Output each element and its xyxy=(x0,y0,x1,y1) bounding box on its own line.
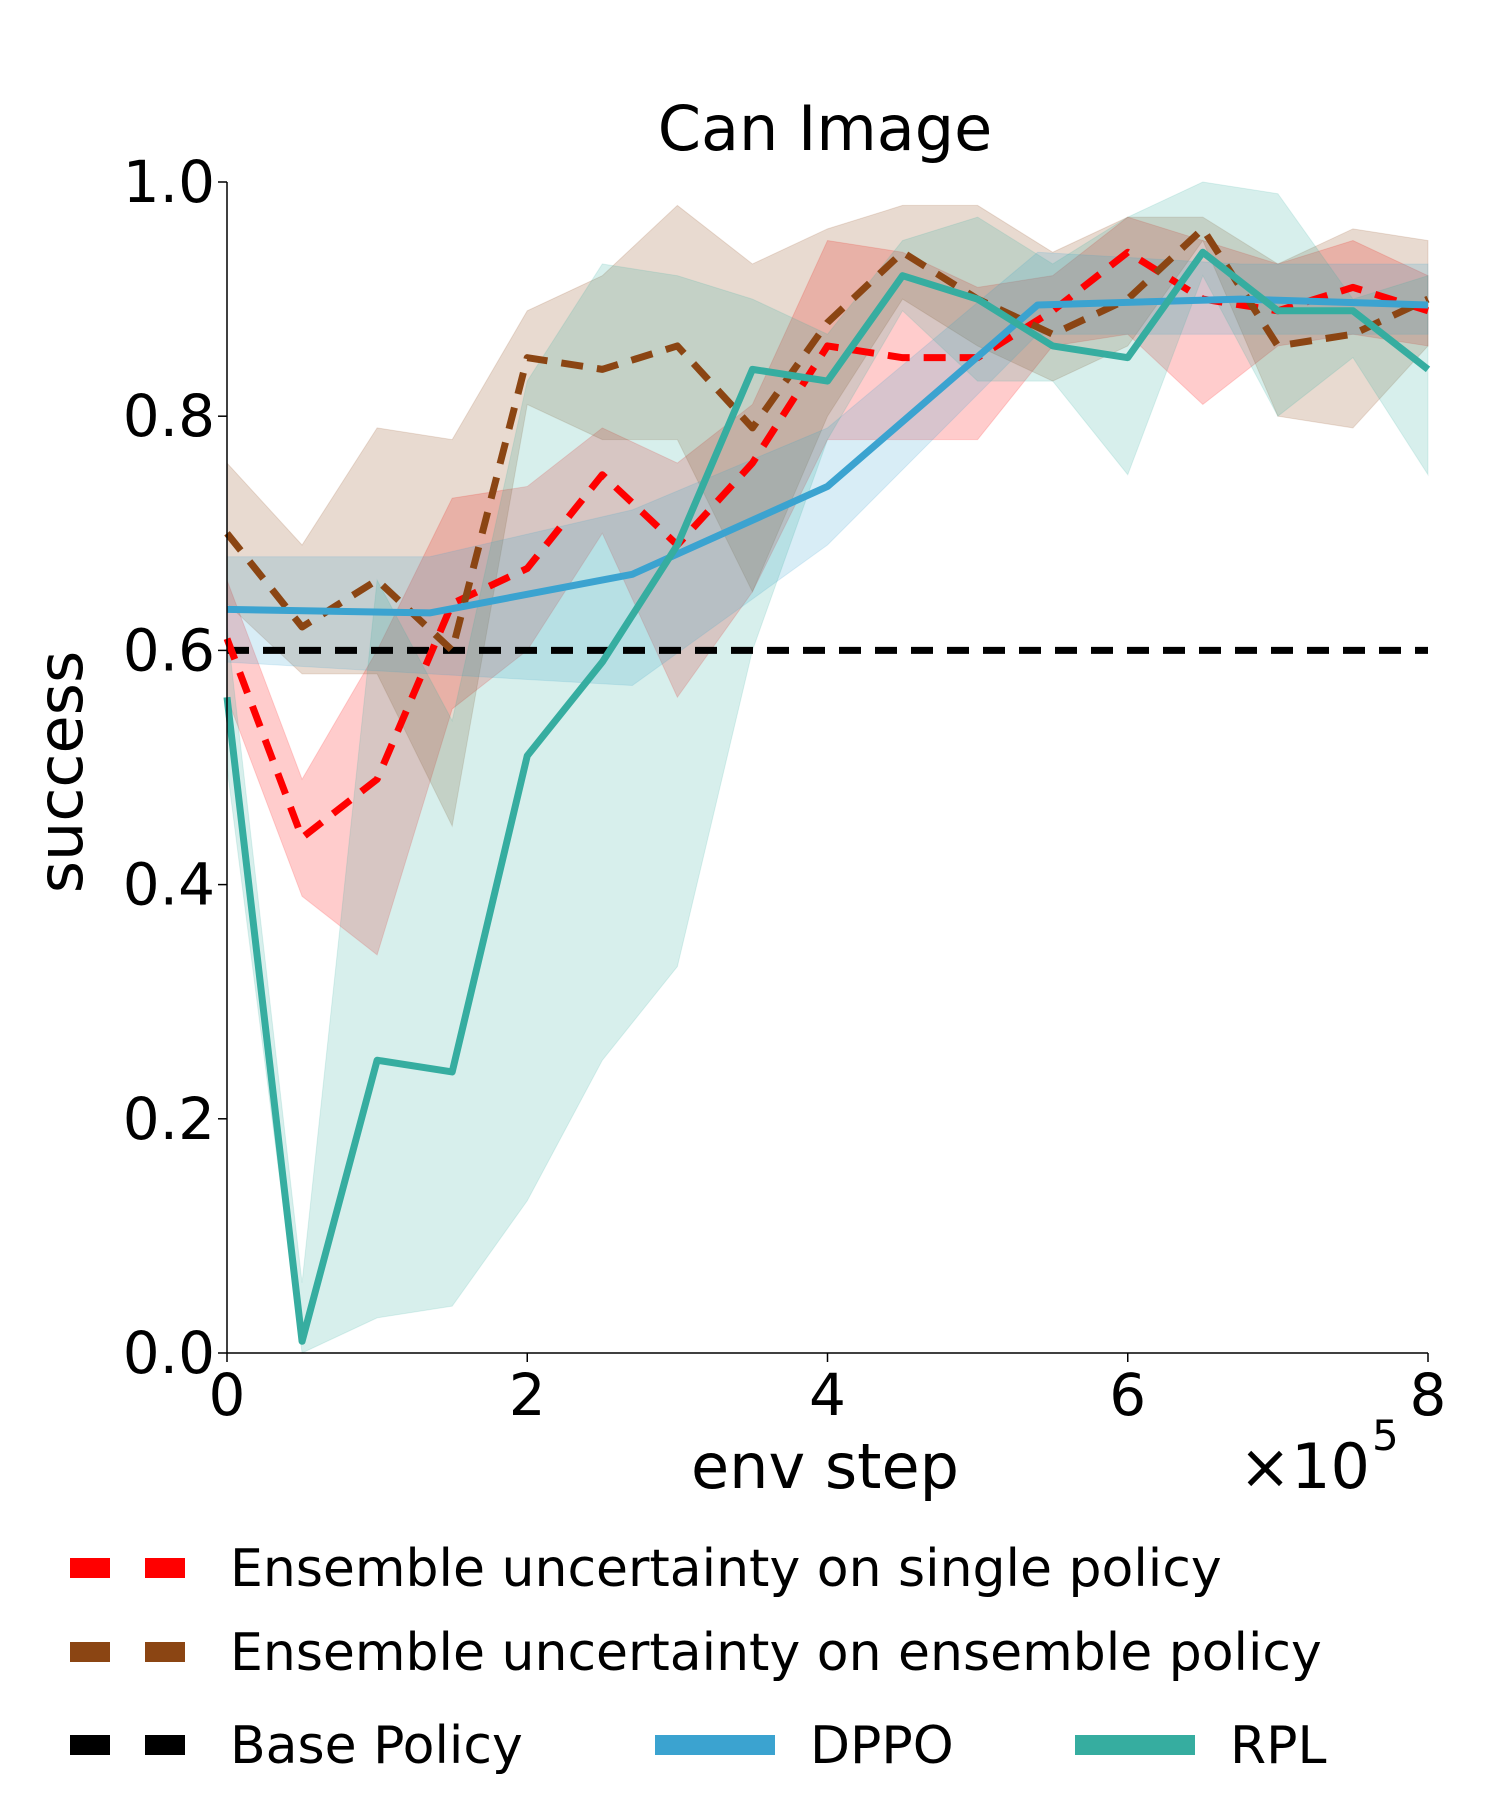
data-point xyxy=(1202,252,1203,253)
data-point xyxy=(302,1341,303,1342)
data-point xyxy=(1352,334,1353,335)
data-point xyxy=(752,369,753,370)
legend-entry: Ensemble uncertainty on ensemble policy xyxy=(70,1623,1322,1683)
x-tick-label: 8 xyxy=(1410,1361,1447,1429)
ticks: 0 2 4 6 8 0.0 0.2 0.4 0.6 0.8 1.0 xyxy=(123,148,1447,1429)
y-tick-label: 0.6 xyxy=(123,616,215,684)
data-point xyxy=(827,486,828,487)
data-point xyxy=(602,369,603,370)
data-point xyxy=(902,275,903,276)
y-tick-label: 0.4 xyxy=(123,851,215,919)
legend-entry: RPL xyxy=(1075,1716,1326,1776)
data-point xyxy=(377,1060,378,1061)
data-point xyxy=(752,463,753,464)
x-tick-label: 6 xyxy=(1109,1361,1146,1429)
x-axis-label: env step xyxy=(691,1430,959,1503)
data-point xyxy=(827,381,828,382)
x-tick-label: 0 xyxy=(209,1361,246,1429)
data-point xyxy=(1052,310,1053,311)
data-point xyxy=(1428,310,1429,311)
data-point xyxy=(1277,310,1278,311)
line-ensemble-uncertainty-on-single-policy xyxy=(223,248,1430,842)
x-tick-label: 2 xyxy=(509,1361,546,1429)
legend-label: Ensemble uncertainty on single policy xyxy=(230,1539,1222,1599)
chart-title: Can Image xyxy=(658,92,992,165)
band-dppo xyxy=(226,251,1429,687)
data-point xyxy=(827,322,828,323)
band-rpl xyxy=(226,181,1429,1354)
data-point xyxy=(527,755,528,756)
data-point xyxy=(632,574,633,575)
data-point xyxy=(1428,650,1429,651)
data-point xyxy=(677,545,678,546)
data-point xyxy=(1052,345,1053,346)
y-tick-label: 0.0 xyxy=(123,1319,215,1387)
data-point xyxy=(1277,345,1278,346)
legend-entry: Ensemble uncertainty on single policy xyxy=(70,1539,1222,1599)
data-point xyxy=(377,779,378,780)
data-point xyxy=(302,837,303,838)
legend-label: DPPO xyxy=(810,1716,954,1776)
data-point xyxy=(902,252,903,253)
data-point xyxy=(1037,304,1038,305)
y-tick-label: 0.2 xyxy=(123,1085,215,1153)
data-point xyxy=(1428,369,1429,370)
data-point xyxy=(1052,334,1053,335)
data-point xyxy=(527,357,528,358)
data-point xyxy=(1428,299,1429,300)
x-multiplier: ×10 5 xyxy=(1239,1411,1399,1503)
data-point xyxy=(452,650,453,651)
data-point xyxy=(1240,299,1241,300)
legend-entry: DPPO xyxy=(655,1716,954,1776)
data-point xyxy=(429,612,430,613)
data-point xyxy=(977,299,978,300)
data-point xyxy=(527,568,528,569)
data-point xyxy=(827,345,828,346)
y-tick-label: 0.8 xyxy=(123,382,215,450)
x-multiplier-base: ×10 xyxy=(1239,1430,1370,1503)
y-axis-label: success xyxy=(24,651,97,894)
confidence-bands xyxy=(226,181,1429,1354)
y-tick-label: 1.0 xyxy=(123,148,215,216)
data-point xyxy=(1428,304,1429,305)
data-point xyxy=(452,1071,453,1072)
line-dppo xyxy=(226,295,1429,617)
data-point xyxy=(452,603,453,604)
data-point xyxy=(677,345,678,346)
legend-label: Base Policy xyxy=(230,1716,523,1776)
legend-entry: Base Policy xyxy=(70,1716,523,1776)
data-point xyxy=(1127,252,1128,253)
data-point xyxy=(602,474,603,475)
data-point xyxy=(902,357,903,358)
x-multiplier-exponent: 5 xyxy=(1372,1411,1399,1460)
legend-label: RPL xyxy=(1230,1716,1326,1776)
data-point xyxy=(377,580,378,581)
data-point xyxy=(1352,287,1353,288)
legend: Ensemble uncertainty on single policy Ens… xyxy=(70,1539,1326,1776)
x-tick-label: 4 xyxy=(809,1361,846,1429)
data-point xyxy=(1352,310,1353,311)
line-rpl xyxy=(223,248,1431,1345)
data-point xyxy=(1202,228,1203,229)
data-point xyxy=(1127,357,1128,358)
series-lines xyxy=(223,225,1431,1345)
data-point xyxy=(752,427,753,428)
legend-label: Ensemble uncertainty on ensemble policy xyxy=(230,1623,1322,1683)
data-point xyxy=(602,662,603,663)
data-point xyxy=(302,626,303,627)
